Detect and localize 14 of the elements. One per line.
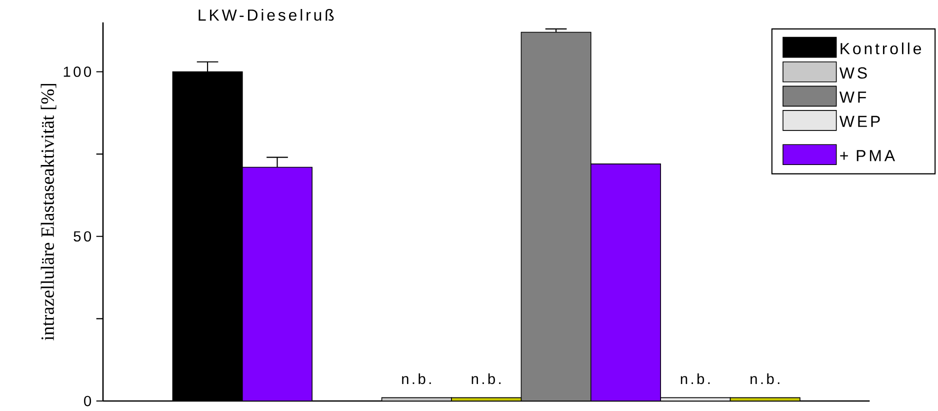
data-label: n.b. — [680, 374, 710, 384]
legend-label: WS — [839, 67, 867, 79]
y-tick-label: 100 — [64, 66, 92, 78]
data-label: n.b. — [402, 374, 431, 384]
legend-label: WF — [839, 92, 866, 103]
data-label: n.b. — [750, 374, 780, 384]
legend-label: + PMA — [840, 150, 896, 162]
y-tick-label: 50 — [74, 231, 92, 242]
chart-title: LKW-Dieselruß — [198, 9, 334, 21]
legend-label: Kontrolle — [840, 42, 922, 54]
y-axis-title: intrazelluläre Elastaseaktivität [%] — [40, 84, 56, 340]
legend-label: WEP — [839, 116, 880, 128]
data-label: n.b. — [472, 374, 501, 384]
y-tick-label: 0 — [84, 396, 92, 406]
